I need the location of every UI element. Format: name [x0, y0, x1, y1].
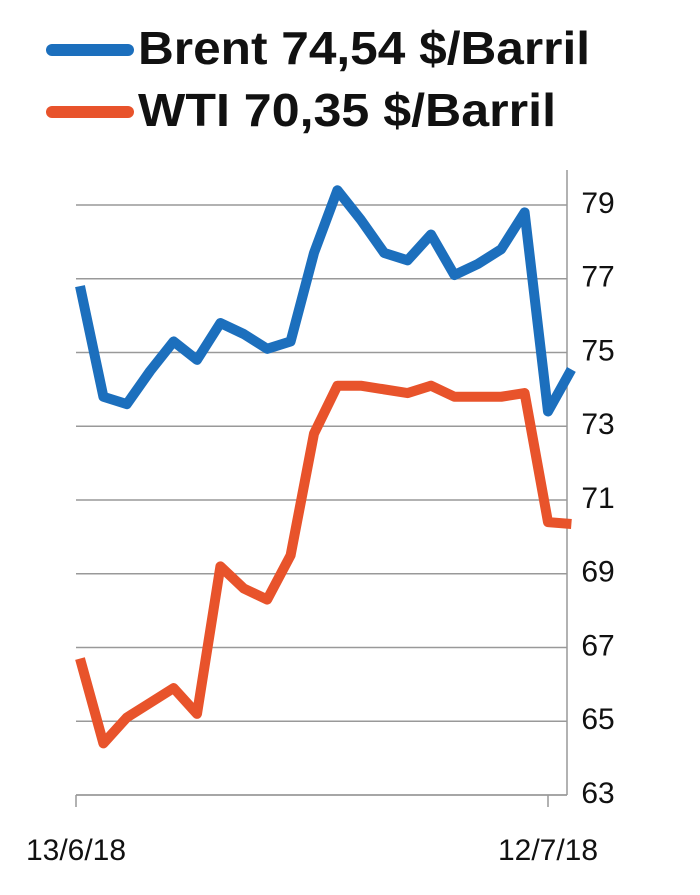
y-tick-label: 65: [581, 703, 614, 736]
y-tick-label: 67: [581, 629, 614, 662]
y-tick-label: 77: [581, 261, 614, 294]
series-line: [75, 185, 576, 417]
y-tick-label: 69: [581, 556, 614, 589]
series-line: [75, 380, 572, 749]
y-tick-label: 63: [581, 777, 614, 810]
y-tick-label: 71: [581, 482, 614, 515]
x-tick-label: 13/6/18: [26, 834, 126, 867]
y-tick-label: 79: [581, 187, 614, 220]
legend-label: WTI 70,35 $/Barril: [138, 84, 556, 136]
y-tick-label: 75: [581, 334, 614, 367]
x-tick-label: 12/7/18: [498, 834, 598, 867]
legend-label: Brent 74,54 $/Barril: [138, 22, 590, 74]
y-tick-label: 73: [581, 408, 614, 441]
